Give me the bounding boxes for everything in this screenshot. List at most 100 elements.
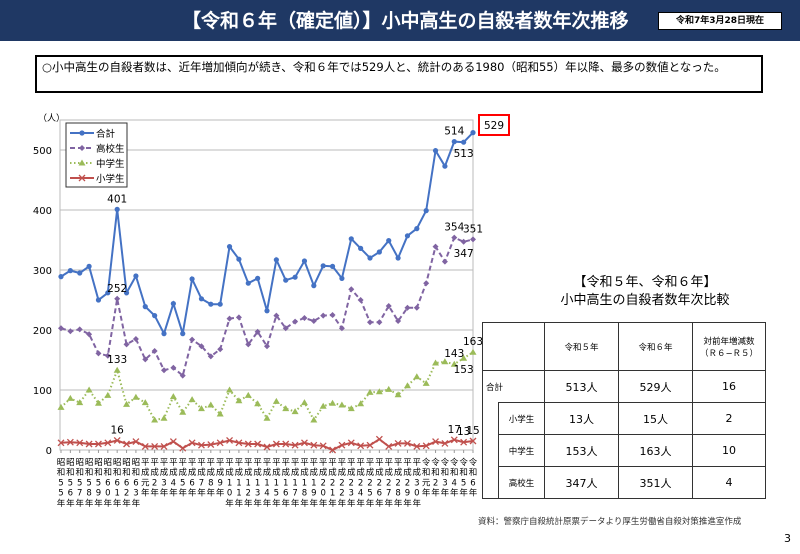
data-label: 252 bbox=[107, 283, 127, 295]
data-point bbox=[235, 397, 243, 404]
data-point bbox=[367, 255, 373, 261]
legend-marker bbox=[79, 130, 85, 136]
y-tick-label: 300 bbox=[33, 266, 52, 277]
data-point bbox=[451, 234, 458, 241]
data-point bbox=[236, 256, 242, 262]
row-label: 小学生 bbox=[498, 402, 545, 435]
data-point bbox=[357, 297, 364, 303]
x-tick-label: 昭和 5 5 年 bbox=[57, 458, 66, 509]
highlight-box bbox=[478, 114, 510, 136]
x-tick-label: 昭和 6 2 年 bbox=[122, 458, 131, 509]
data-point bbox=[113, 366, 121, 373]
data-label: 354 bbox=[444, 222, 464, 234]
x-tick-label: 平成 1 5 年 bbox=[272, 458, 281, 509]
data-point bbox=[85, 440, 93, 448]
data-point bbox=[169, 393, 177, 400]
data-point bbox=[77, 270, 83, 276]
comparison-table: 令和５年 令和６年 対前年増減数 （Ｒ６−Ｒ５） 合計 513人 529人 16… bbox=[482, 322, 766, 499]
header-diff: 対前年増減数 （Ｒ６−Ｒ５） bbox=[692, 322, 766, 371]
legend-label: 合計 bbox=[96, 128, 116, 140]
data-point bbox=[208, 301, 214, 307]
x-tick-label: 令和 5 年 bbox=[459, 457, 468, 499]
data-point bbox=[357, 400, 365, 407]
data-point bbox=[264, 343, 270, 350]
data-point bbox=[320, 312, 327, 319]
data-label: 401 bbox=[107, 193, 127, 205]
data-point bbox=[441, 358, 449, 365]
data-point bbox=[57, 403, 65, 410]
data-point bbox=[104, 391, 112, 398]
x-tick-label: 昭和 5 8 年 bbox=[85, 458, 94, 509]
data-point bbox=[414, 226, 420, 232]
data-point bbox=[104, 352, 111, 359]
data-point bbox=[254, 440, 262, 448]
data-point bbox=[76, 439, 84, 447]
data-point bbox=[151, 442, 159, 450]
cell-diff: 2 bbox=[692, 402, 766, 435]
x-tick-label: 平成 3 年 bbox=[160, 458, 169, 499]
data-point bbox=[338, 325, 345, 332]
data-point bbox=[404, 304, 411, 311]
y-axis-label: （人） bbox=[38, 113, 65, 124]
data-point bbox=[141, 442, 149, 450]
data-point bbox=[152, 313, 158, 319]
data-point bbox=[422, 379, 430, 386]
data-point bbox=[67, 328, 74, 335]
comparison-title: 【令和５年、令和６年】 小中高生の自殺者数年次比較 bbox=[520, 274, 770, 310]
data-point bbox=[132, 438, 140, 446]
data-point bbox=[217, 301, 223, 307]
data-point bbox=[292, 318, 299, 325]
cell-r6: 163人 bbox=[618, 434, 693, 467]
data-point bbox=[94, 399, 102, 406]
data-label: 13 bbox=[457, 426, 470, 438]
data-point bbox=[160, 414, 168, 421]
data-point bbox=[423, 280, 430, 287]
data-point bbox=[291, 408, 299, 415]
data-point bbox=[413, 442, 421, 450]
data-point bbox=[282, 405, 290, 412]
table-row: 合計 513人 529人 16 bbox=[482, 370, 766, 403]
data-point bbox=[367, 319, 373, 326]
x-tick-label: 令和 6 年 bbox=[469, 457, 478, 499]
data-point bbox=[141, 399, 149, 406]
x-tick-label: 平成 2 6 年 bbox=[375, 458, 384, 509]
data-point bbox=[376, 249, 382, 255]
data-point bbox=[188, 439, 196, 447]
x-tick-label: 平成 2 5 年 bbox=[366, 458, 375, 509]
legend-label: 小学生 bbox=[96, 173, 125, 185]
data-point bbox=[180, 331, 186, 337]
cell-r6: 351人 bbox=[618, 466, 693, 499]
data-point bbox=[460, 438, 468, 446]
data-point bbox=[451, 139, 457, 145]
data-point bbox=[470, 130, 476, 136]
data-point bbox=[470, 236, 476, 243]
data-point bbox=[441, 258, 448, 265]
data-point bbox=[123, 290, 130, 296]
data-point bbox=[442, 163, 448, 169]
data-point bbox=[255, 275, 261, 281]
data-point bbox=[338, 401, 346, 408]
series-line-1 bbox=[60, 236, 474, 378]
data-point bbox=[469, 348, 477, 355]
data-point bbox=[226, 386, 234, 393]
cell-r6: 15人 bbox=[618, 402, 693, 435]
data-point bbox=[95, 297, 102, 303]
y-tick-label: 100 bbox=[33, 386, 52, 397]
cell-r5: 13人 bbox=[544, 402, 619, 435]
cell-diff: 4 bbox=[692, 466, 766, 499]
data-point bbox=[311, 283, 317, 289]
data-point bbox=[263, 443, 271, 451]
header-bar: 【令和６年（確定値）】小中高生の自殺者数年次推移 令和7年3月28日現在 bbox=[0, 0, 800, 41]
table-row: 高校生 347人 351人 4 bbox=[483, 466, 766, 499]
data-point bbox=[58, 274, 64, 280]
data-point bbox=[235, 439, 243, 447]
x-tick-label: 平成 9 年 bbox=[216, 458, 225, 499]
data-point bbox=[105, 290, 111, 296]
data-point bbox=[114, 206, 120, 212]
x-tick-label: 平成 1 9 年 bbox=[310, 458, 319, 509]
source-note: 資料：警察庁自殺統計原票データより厚生労働省自殺対策推進室作成 bbox=[478, 517, 742, 527]
data-point bbox=[104, 439, 112, 447]
y-tick-label: 200 bbox=[33, 326, 52, 337]
data-point bbox=[263, 414, 271, 421]
data-point bbox=[310, 441, 318, 449]
